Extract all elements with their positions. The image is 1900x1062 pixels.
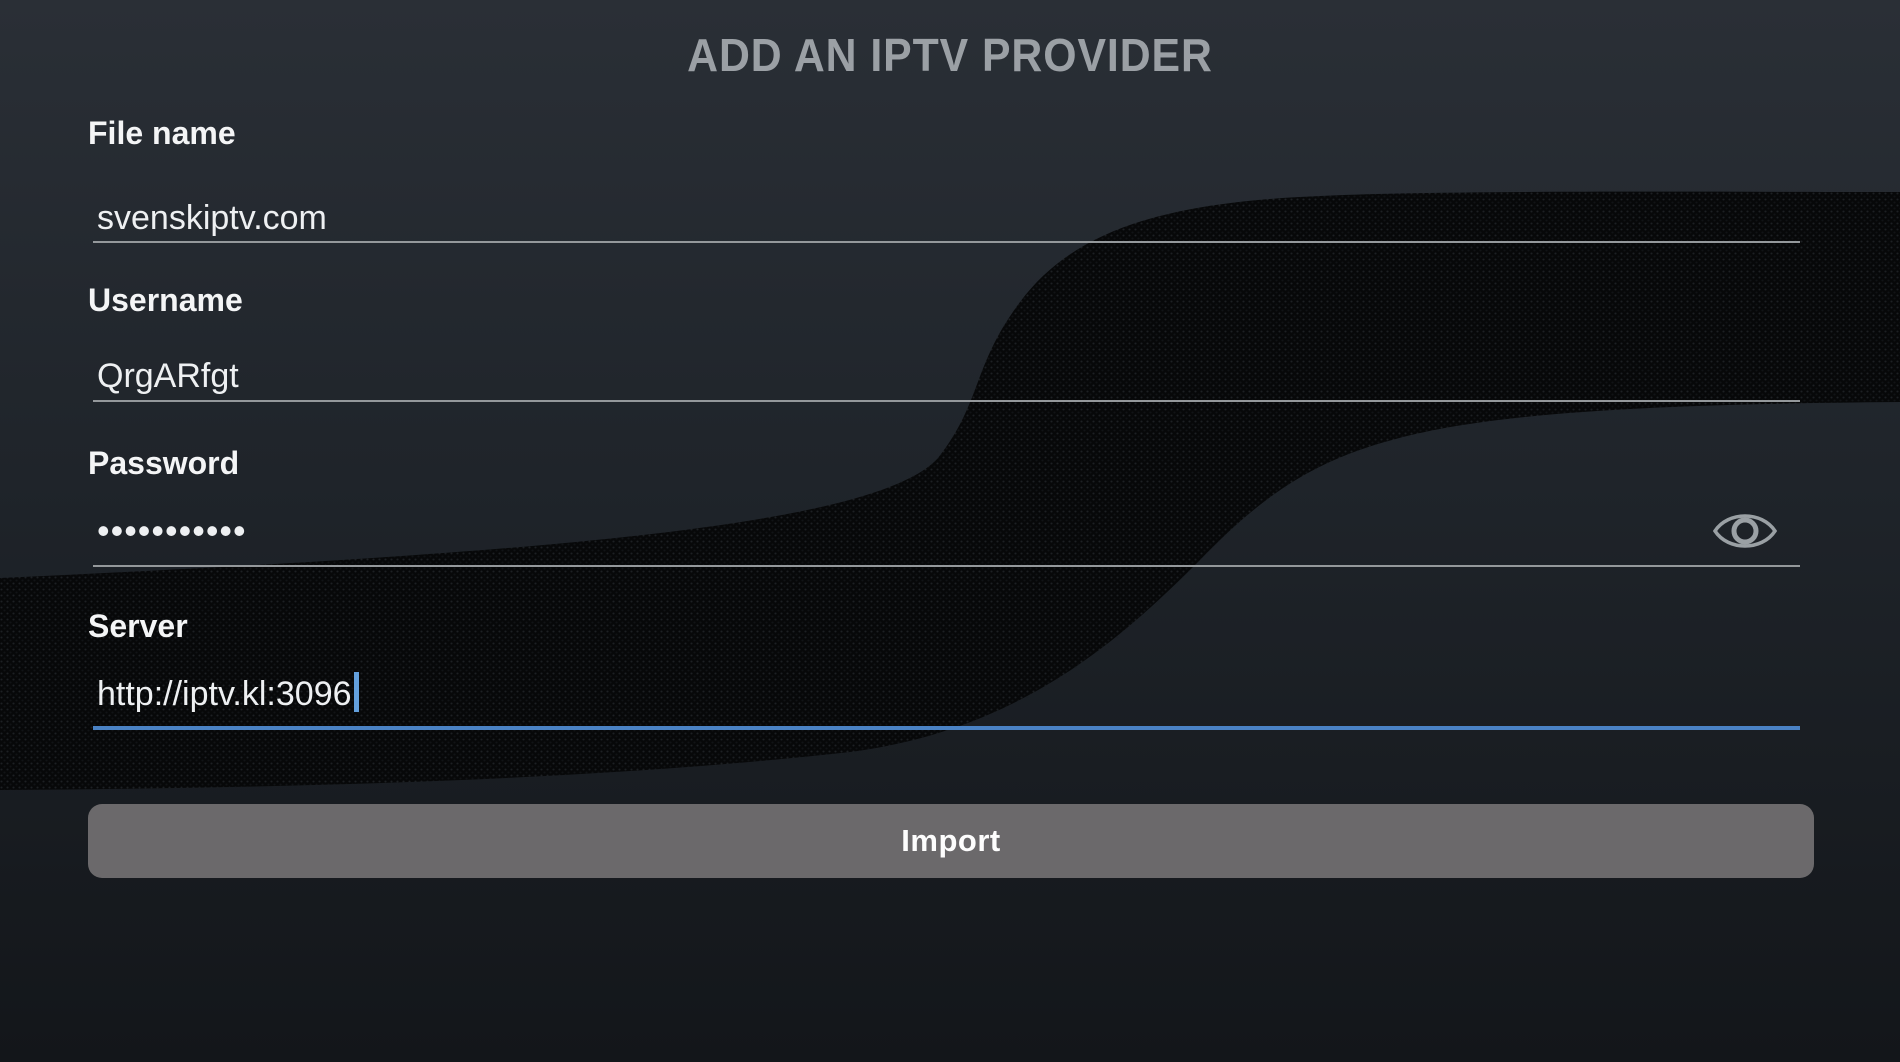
- import-button[interactable]: Import: [88, 804, 1814, 878]
- eye-icon: [1712, 514, 1778, 548]
- username-underline: [93, 400, 1800, 402]
- password-underline: [93, 565, 1800, 567]
- server-label: Server: [88, 608, 188, 644]
- server-underline-focused: [93, 726, 1800, 730]
- username-input[interactable]: QrgARfgt: [97, 352, 239, 400]
- password-masked-value: •••••••••••: [97, 510, 247, 551]
- file-name-value: svenskiptv.com: [97, 199, 327, 237]
- username-label: Username: [88, 282, 243, 318]
- file-name-label: File name: [88, 115, 236, 151]
- file-name-underline: [93, 241, 1800, 243]
- password-label: Password: [88, 445, 240, 481]
- server-value: http://iptv.kl:3096: [97, 675, 352, 713]
- server-input[interactable]: http://iptv.kl:3096: [97, 670, 359, 718]
- text-cursor: [353, 672, 359, 712]
- show-password-button[interactable]: [1712, 506, 1778, 556]
- password-input[interactable]: •••••••••••: [97, 505, 247, 557]
- username-value: QrgARfgt: [97, 357, 239, 395]
- file-name-input[interactable]: svenskiptv.com: [97, 194, 327, 242]
- page-title: ADD AN IPTV PROVIDER: [687, 29, 1213, 81]
